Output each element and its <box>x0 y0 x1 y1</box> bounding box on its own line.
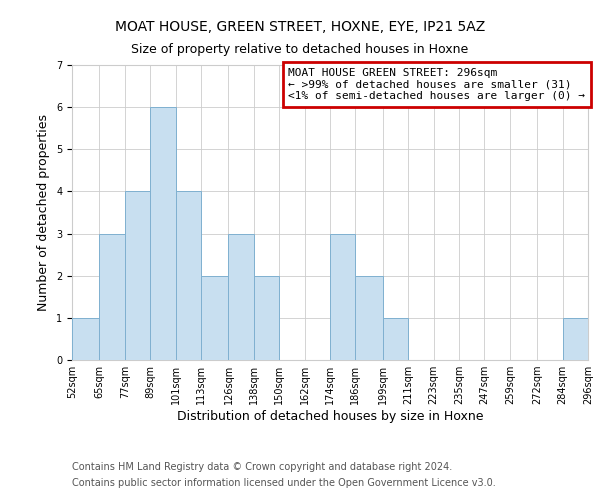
Bar <box>72 318 100 360</box>
Bar <box>201 276 229 360</box>
X-axis label: Distribution of detached houses by size in Hoxne: Distribution of detached houses by size … <box>177 410 483 423</box>
Bar <box>229 234 254 360</box>
Bar <box>150 107 176 360</box>
Text: MOAT HOUSE GREEN STREET: 296sqm
← >99% of detached houses are smaller (31)
<1% o: MOAT HOUSE GREEN STREET: 296sqm ← >99% o… <box>289 68 586 101</box>
Bar <box>125 192 150 360</box>
Bar <box>383 318 408 360</box>
Text: Size of property relative to detached houses in Hoxne: Size of property relative to detached ho… <box>131 42 469 56</box>
Bar <box>563 318 588 360</box>
Bar <box>176 192 201 360</box>
Text: Contains public sector information licensed under the Open Government Licence v3: Contains public sector information licen… <box>72 478 496 488</box>
Text: MOAT HOUSE, GREEN STREET, HOXNE, EYE, IP21 5AZ: MOAT HOUSE, GREEN STREET, HOXNE, EYE, IP… <box>115 20 485 34</box>
Bar <box>100 234 125 360</box>
Bar <box>254 276 279 360</box>
Text: Contains HM Land Registry data © Crown copyright and database right 2024.: Contains HM Land Registry data © Crown c… <box>72 462 452 472</box>
Bar <box>355 276 383 360</box>
Y-axis label: Number of detached properties: Number of detached properties <box>37 114 50 311</box>
Bar <box>330 234 355 360</box>
